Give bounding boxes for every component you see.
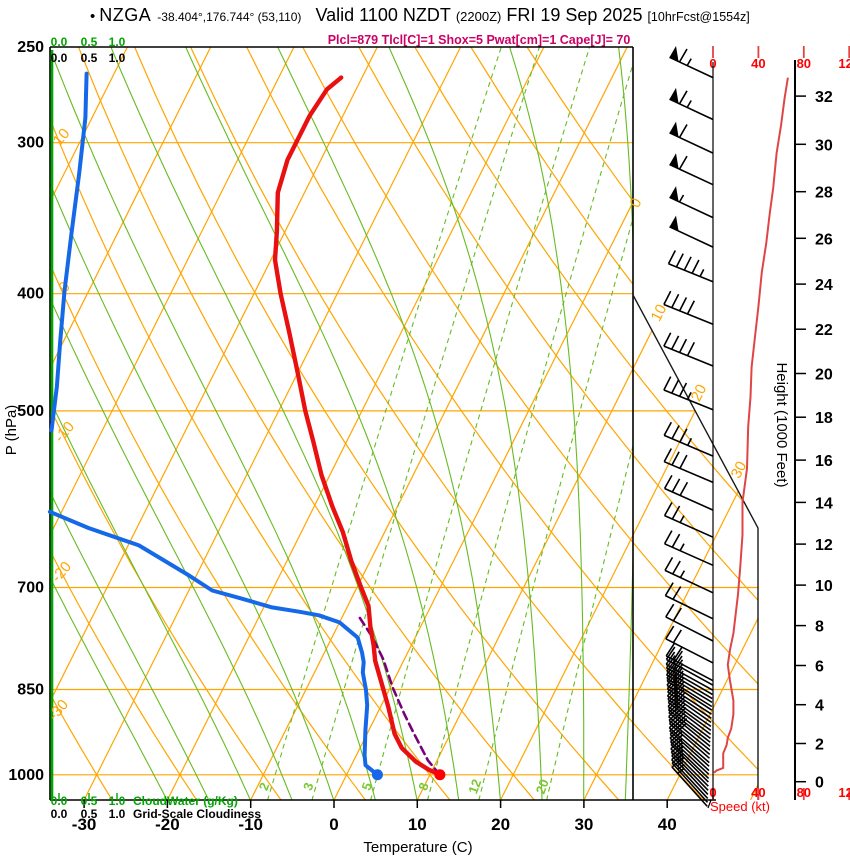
svg-text:0.5: 0.5 [81,35,98,49]
surface-dewpoint-dot [371,769,383,781]
svg-text:10: 10 [815,578,833,595]
svg-text:0: 0 [815,775,824,792]
svg-text:22: 22 [815,322,833,339]
svg-text:26: 26 [815,231,833,248]
svg-text:P (hPa): P (hPa) [3,405,20,456]
svg-text:4: 4 [815,698,824,715]
parcel-trace [358,616,442,777]
svg-text:12: 12 [465,777,484,796]
svg-text:12: 12 [815,537,833,554]
svg-text:3: 3 [300,780,317,792]
surface-temperature-dot [434,769,446,781]
station-id: NZGA [99,5,152,25]
svg-text:80: 80 [797,785,811,800]
svg-text:0.5: 0.5 [81,794,98,808]
surface-markers [371,769,446,781]
forecast-hour: [10hrFcst@1554z] [647,10,750,24]
svg-text:500: 500 [17,403,44,420]
svg-text:-10: -10 [51,418,78,446]
svg-text:120: 120 [838,785,850,800]
svg-text:8: 8 [415,780,432,792]
svg-text:20: 20 [533,777,552,796]
grid-green [50,47,633,800]
svg-text:30: 30 [815,137,833,154]
svg-text:20: 20 [688,382,711,405]
svg-text:2: 2 [256,780,273,792]
svg-text:-20: -20 [155,815,180,834]
grid-orange [50,47,758,800]
plot-frame [49,46,759,801]
cloud-scales: 0.00.00.00.00.50.50.50.51.01.01.01.0Clou… [51,35,262,821]
title-bar: • NZGA -38.404°,176.744° (53,110) Valid 110… [90,5,750,26]
dewpoint-trace [47,71,380,777]
sounding-parameters: Plcl=879 Tlcl[C]=1 Shox=5 Pwat[cm]=1 Cap… [327,33,631,47]
svg-text:32: 32 [815,89,833,106]
svg-text:0.0: 0.0 [51,35,68,49]
wind-barbs [663,46,714,809]
svg-text:0.0: 0.0 [51,794,68,808]
svg-text:-30: -30 [45,696,72,724]
svg-text:40: 40 [658,815,677,834]
svg-text:24: 24 [815,277,833,294]
wind-speed-trace [713,77,789,774]
svg-text:28: 28 [815,185,833,202]
svg-text:300: 300 [17,135,44,152]
svg-text:8: 8 [815,619,824,636]
svg-text:1000: 1000 [8,767,44,784]
station-bullet-icon: • [90,8,96,25]
svg-text:5: 5 [359,780,376,792]
svg-text:20: 20 [815,367,833,384]
svg-text:14: 14 [815,495,833,512]
svg-text:0.5: 0.5 [81,807,98,821]
svg-text:CloudWater (g/Kg): CloudWater (g/Kg) [133,794,238,808]
svg-text:1.0: 1.0 [109,794,126,808]
svg-text:250: 250 [17,39,44,56]
temperature-trace [272,75,443,777]
svg-text:Height (1000 Feet): Height (1000 Feet) [773,362,790,487]
svg-text:30: 30 [728,459,751,482]
svg-text:Temperature (C): Temperature (C) [363,839,472,856]
svg-text:0: 0 [329,815,338,834]
svg-text:20: 20 [491,815,510,834]
svg-text:1.0: 1.0 [109,807,126,821]
svg-text:0.0: 0.0 [51,51,68,65]
svg-text:40: 40 [751,785,765,800]
svg-text:80: 80 [797,56,811,71]
svg-text:120: 120 [838,56,850,71]
svg-text:1.0: 1.0 [109,35,126,49]
svg-text:10: 10 [648,302,671,325]
svg-text:1.0: 1.0 [109,51,126,65]
station-coords: -38.404°,176.744° (53,110) [157,10,302,24]
svg-text:-10: -10 [238,815,263,834]
svg-text:40: 40 [751,56,765,71]
svg-text:16: 16 [815,453,833,470]
svg-text:0.0: 0.0 [51,807,68,821]
svg-text:Speed (kt): Speed (kt) [710,799,770,814]
svg-text:850: 850 [17,681,44,698]
svg-text:0.5: 0.5 [81,51,98,65]
svg-text:2: 2 [815,736,824,753]
valid-zulu: (2200Z) [455,9,502,24]
svg-text:6: 6 [815,658,824,675]
svg-text:Grid-Scale Cloudiness: Grid-Scale Cloudiness [133,807,261,821]
svg-text:30: 30 [574,815,593,834]
svg-text:10: 10 [408,815,427,834]
valid-date: FRI 19 Sep 2025 [506,5,643,25]
svg-text:18: 18 [815,410,833,427]
svg-text:400: 400 [17,286,44,303]
valid-time: Valid 1100 NZDT [315,5,451,25]
svg-text:-30: -30 [72,815,97,834]
svg-text:700: 700 [17,580,44,597]
